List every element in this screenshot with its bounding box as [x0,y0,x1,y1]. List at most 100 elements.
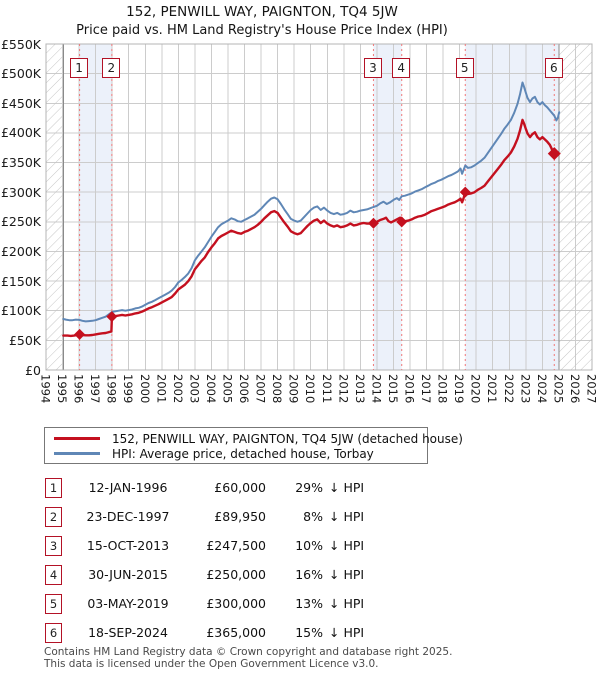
license-footer: Contains HM Land Registry data © Crown c… [44,646,589,670]
page-title: 152, PENWILL WAY, PAIGNTON, TQ4 5JW [126,4,398,20]
y-tick-label: £50K [8,332,41,348]
no-data-hatch-region [559,44,592,370]
x-tick-label-2020: 2020 [468,374,483,404]
table-row: 6 18-SEP-2024 £365,000 15% ↓ HPI [0,623,600,643]
sale-point-diamond [396,216,408,228]
sale-point-diamond [547,147,561,161]
table-row: 5 03-MAY-2019 £300,000 13% ↓ HPI [0,594,600,614]
table-row: 2 23-DEC-1997 £89,950 8% ↓ HPI [0,507,600,527]
chart-legend: 152, PENWILL WAY, PAIGNTON, TQ4 5JW (det… [44,427,463,464]
legend-entry-property: 152, PENWILL WAY, PAIGNTON, TQ4 5JW (det… [45,431,463,446]
plot-border [45,43,593,371]
transaction-price: £60,000 [214,480,266,495]
hpi-line [62,81,561,323]
y-tick-label: £500K [0,66,41,82]
sale-point-diamond [106,311,118,323]
x-tick-label-2022: 2022 [501,374,516,404]
y-tick-label: £200K [0,243,41,259]
table-row: 3 15-OCT-2013 £247,500 10% ↓ HPI [0,536,600,556]
x-tick-label-2010: 2010 [303,374,318,404]
transaction-price: £89,950 [214,509,266,524]
transaction-number-badge: 6 [45,623,62,643]
x-tick-label-2019: 2019 [452,374,467,404]
y-tick-label: £150K [0,273,41,289]
x-tick-label-2015: 2015 [385,374,400,404]
transaction-hpi-delta: 16% ↓ HPI [295,567,365,582]
sale-marker-label-6: 6 [544,58,563,78]
x-tick-label-2002: 2002 [170,374,185,404]
transaction-number-badge: 3 [45,536,62,556]
x-tick-label-2011: 2011 [319,374,334,404]
y-tick-label: £100K [0,303,41,319]
x-tick-label-2001: 2001 [154,374,169,404]
transaction-price: £365,000 [206,625,266,640]
transaction-hpi-delta: 10% ↓ HPI [295,538,365,553]
x-tick-label-2013: 2013 [352,374,367,404]
legend-swatch-property-line [54,437,100,440]
ownership-band [465,44,560,370]
table-row: 4 30-JUN-2015 £250,000 16% ↓ HPI [0,565,600,585]
legend-label-hpi: HPI: Average price, detached house, Torb… [112,446,374,461]
transaction-hpi-delta: 13% ↓ HPI [295,596,365,611]
y-tick-label: £300K [0,184,41,200]
transaction-date: 12-JAN-1996 [88,480,168,495]
table-row: 1 12-JAN-1996 £60,000 29% ↓ HPI [0,478,600,498]
x-tick-label-2008: 2008 [270,374,285,404]
x-tick-label-2026: 2026 [567,374,582,404]
footer-line-2: This data is licensed under the Open Gov… [44,657,379,670]
transaction-number-badge: 2 [45,507,62,527]
x-tick-label-2021: 2021 [485,374,500,404]
sale-marker-label-5: 5 [455,58,474,78]
transaction-date: 18-SEP-2024 [88,625,168,640]
x-tick-label-2003: 2003 [187,374,202,404]
sale-marker-label-4: 4 [392,58,411,78]
transaction-hpi-delta: 29% ↓ HPI [295,480,365,495]
transaction-price: £300,000 [206,596,266,611]
x-tick-label-1997: 1997 [88,374,103,404]
x-tick-label-1995: 1995 [55,374,70,404]
sale-point-diamond [367,217,379,229]
page-subtitle: Price paid vs. HM Land Registry's House … [76,23,448,38]
transaction-number-badge: 1 [45,478,62,498]
x-tick-label-2023: 2023 [518,374,533,404]
x-tick-label-2007: 2007 [253,374,268,404]
sale-point-diamond [74,328,86,340]
y-tick-label: £350K [0,155,41,171]
transaction-date: 23-DEC-1997 [86,509,170,524]
transaction-date: 30-JUN-2015 [88,567,168,582]
x-tick-label-2000: 2000 [137,374,152,404]
transaction-price: £250,000 [206,567,266,582]
transaction-date: 03-MAY-2019 [87,596,169,611]
price-chart[interactable] [0,0,600,420]
sale-marker-label-3: 3 [363,58,382,78]
x-tick-label-2004: 2004 [203,374,218,404]
x-tick-label-2005: 2005 [220,374,235,404]
sale-marker-label-2: 2 [102,58,121,78]
y-tick-label: £400K [0,125,41,141]
x-tick-label-2006: 2006 [237,374,252,404]
x-tick-label-2018: 2018 [435,374,450,404]
sale-marker-label-1: 1 [70,58,89,78]
x-tick-label-2014: 2014 [369,374,384,404]
x-tick-label-1998: 1998 [104,374,119,404]
transaction-date: 15-OCT-2013 [86,538,170,553]
sale-point-diamond [459,186,471,198]
y-tick-label: £250K [0,214,41,230]
transaction-number-badge: 5 [45,594,62,614]
legend-entry-hpi: HPI: Average price, detached house, Torb… [45,446,427,461]
footer-line-1: Contains HM Land Registry data © Crown c… [44,646,453,658]
x-tick-label-2016: 2016 [402,374,417,404]
y-tick-label: £450K [0,95,41,111]
property-price-line [62,118,556,338]
y-tick-label: £550K [0,36,41,52]
x-tick-label-2024: 2024 [534,374,549,404]
transaction-number-badge: 4 [45,565,62,585]
x-tick-label-2025: 2025 [551,374,566,404]
x-tick-label-2017: 2017 [419,374,434,404]
transaction-hpi-delta: 15% ↓ HPI [295,625,365,640]
x-tick-label-2009: 2009 [286,374,301,404]
legend-swatch-hpi-line [54,452,100,455]
legend-label-property: 152, PENWILL WAY, PAIGNTON, TQ4 5JW (det… [112,431,463,446]
x-tick-label-2012: 2012 [336,374,351,404]
